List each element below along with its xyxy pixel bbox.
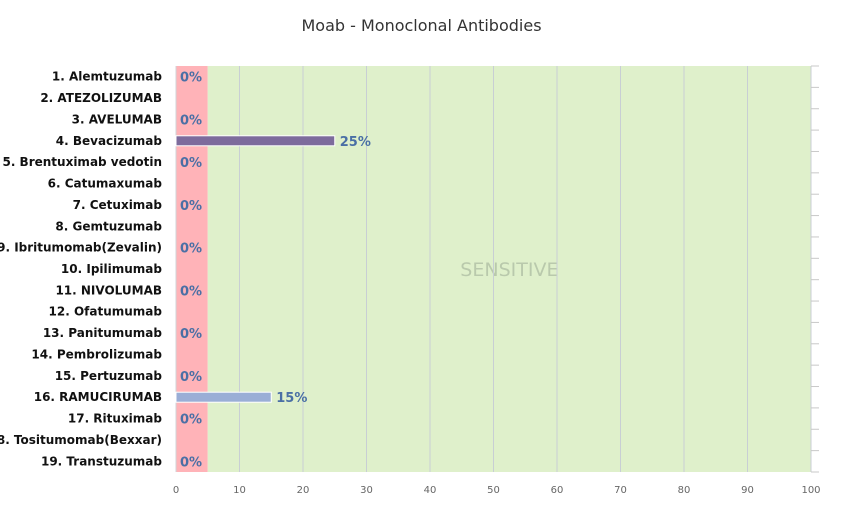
- category-label-11: 11. NIVOLUMAB: [55, 283, 162, 297]
- data-label-19: 0%: [180, 455, 202, 470]
- plot-band-0: [176, 66, 208, 472]
- category-label-7: 7. Cetuximab: [73, 198, 163, 212]
- x-tick-label-60: 60: [551, 485, 564, 496]
- data-label-1: 0%: [180, 71, 202, 86]
- category-label-19: 19. Transtuzumab: [41, 454, 162, 468]
- category-label-13: 13. Panitumumab: [43, 326, 163, 340]
- data-label-13: 0%: [180, 327, 202, 342]
- data-label-5: 0%: [180, 156, 202, 171]
- data-label-9: 0%: [180, 242, 202, 257]
- category-label-6: 6. Catumaxumab: [48, 177, 163, 191]
- chart-title: Moab - Monoclonal Antibodies: [301, 16, 542, 35]
- x-tick-label-80: 80: [678, 485, 691, 496]
- x-tick-label-70: 70: [614, 485, 627, 496]
- category-label-18: 18. Tositumomab(Bexxar): [0, 433, 162, 447]
- data-labels: 0% 0% 25% 0% 0% 0% 0% 0% 0% 15% 0% 0%: [180, 71, 371, 471]
- x-tick-label-0: 0: [173, 485, 179, 496]
- category-label-3: 3. AVELUMAB: [72, 112, 162, 126]
- category-label-10: 10. Ipilimumab: [61, 262, 162, 276]
- x-axis-ticks: 0 10 20 30 40 50 60 70 80 90 100: [173, 485, 821, 496]
- x-tick-label-100: 100: [801, 485, 820, 496]
- category-labels: 1. Alemtuzumab 2. ATEZOLIZUMAB 3. AVELUMAB…: [0, 70, 162, 469]
- x-tick-label-40: 40: [424, 485, 437, 496]
- plot-band-label: SENSITIVE: [460, 259, 558, 281]
- data-label-7: 0%: [180, 199, 202, 214]
- bar-16: [175, 391, 272, 403]
- right-ticks: [811, 65, 819, 473]
- gridlines: [175, 66, 812, 472]
- data-label-15: 0%: [180, 370, 202, 385]
- x-tick-label-30: 30: [360, 485, 373, 496]
- category-label-8: 8. Gemtuzumab: [55, 219, 162, 233]
- category-label-16: 16. RAMUCIRUMAB: [34, 390, 162, 404]
- category-label-15: 15. Pertuzumab: [55, 369, 163, 383]
- category-label-5: 5. Brentuximab vedotin: [2, 155, 162, 169]
- category-label-2: 2. ATEZOLIZUMAB: [40, 91, 162, 105]
- x-tick-label-90: 90: [741, 485, 754, 496]
- x-tick-label-20: 20: [297, 485, 310, 496]
- data-label-4: 25%: [340, 135, 371, 150]
- data-label-11: 0%: [180, 284, 202, 299]
- category-label-1: 1. Alemtuzumab: [52, 70, 163, 84]
- category-label-4: 4. Bevacizumab: [56, 134, 163, 148]
- plot-band-1: [207, 66, 811, 472]
- category-label-14: 14. Pembrolizumab: [31, 347, 162, 361]
- data-label-17: 0%: [180, 413, 202, 428]
- category-label-12: 12. Ofatumumab: [49, 305, 163, 319]
- x-tick-label-50: 50: [487, 485, 500, 496]
- category-label-9: 9. Ibritumomab(Zevalin): [0, 241, 162, 255]
- bars: [175, 135, 336, 403]
- data-label-3: 0%: [180, 113, 202, 128]
- x-tick-label-10: 10: [233, 485, 246, 496]
- category-label-17: 17. Rituximab: [68, 412, 163, 426]
- data-label-16: 15%: [276, 391, 307, 406]
- bar-4: [175, 135, 336, 147]
- plot-bands: SENSITIVE: [176, 66, 811, 472]
